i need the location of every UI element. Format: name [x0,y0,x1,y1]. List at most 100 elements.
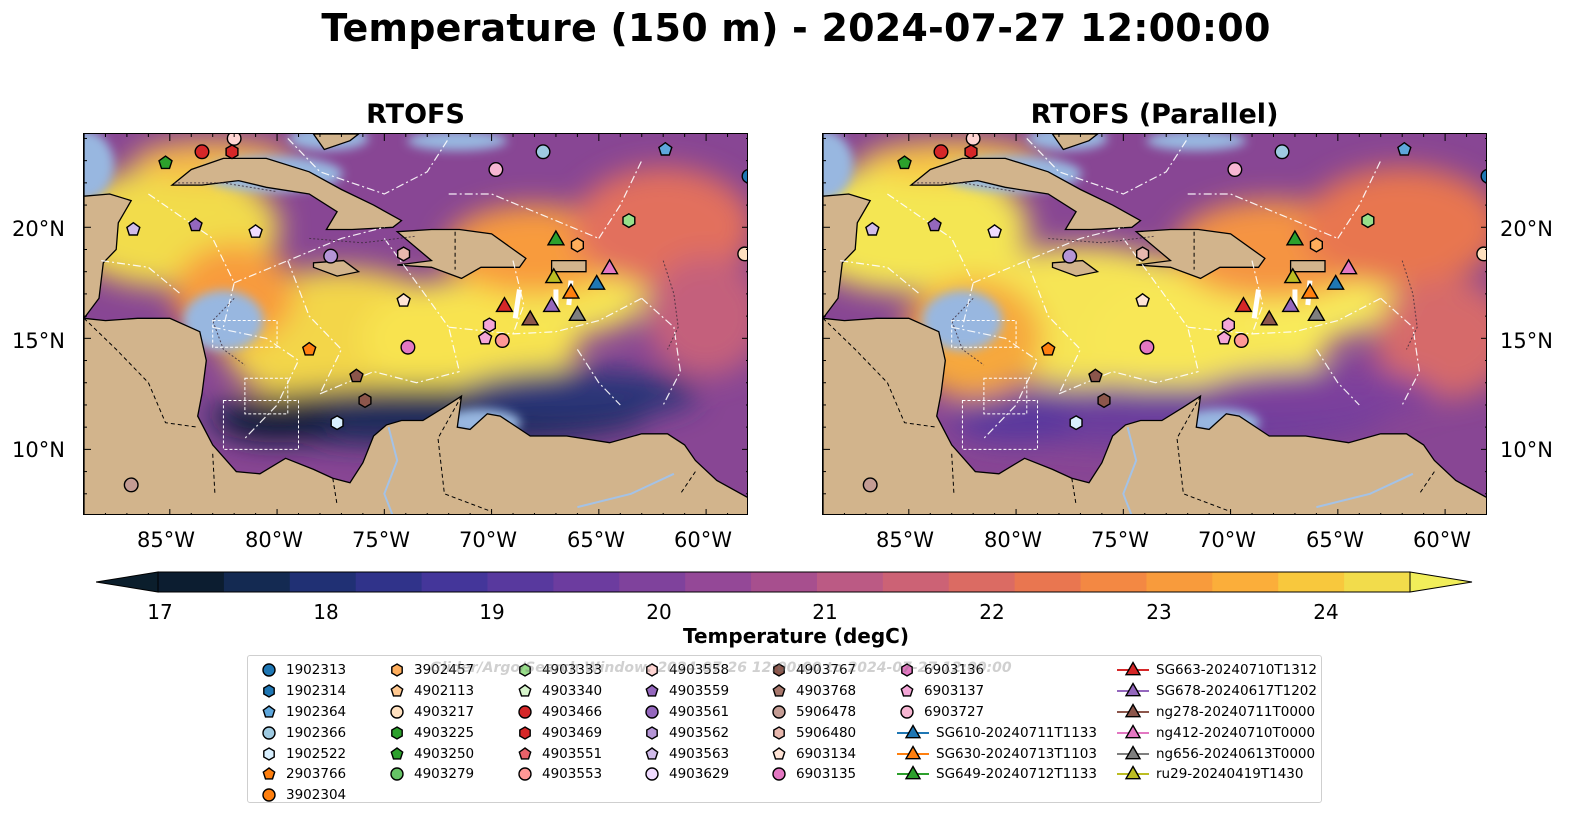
observation-marker[interactable] [400,339,416,355]
observation-marker[interactable] [1285,229,1305,246]
legend-marker[interactable] [263,684,275,698]
legend-item[interactable]: SG630-20240713T1103 [896,743,1097,764]
legend-item[interactable]: SG663-20240710T1312 [1116,660,1317,681]
observation-marker[interactable] [1307,305,1326,322]
observation-marker[interactable] [1221,317,1235,333]
observation-marker[interactable] [488,162,504,178]
legend-item[interactable]: 6903136 [896,660,1097,681]
observation-marker[interactable] [1069,415,1083,431]
observation-marker[interactable] [737,246,748,262]
legend-item[interactable]: 6903135 [768,764,856,785]
observation-marker[interactable] [965,134,981,146]
legend-marker[interactable] [518,746,532,760]
legend-marker[interactable] [900,705,914,719]
legend-item[interactable]: 1902364 [258,702,346,723]
legend-item[interactable]: 1902522 [258,743,346,764]
legend-item[interactable]: 4903551 [514,743,602,764]
legend-item[interactable]: 4903333 [514,660,602,681]
observation-marker[interactable] [358,392,372,409]
observation-marker[interactable] [1361,212,1375,229]
legend-item[interactable]: 4903562 [641,722,729,743]
legend-marker[interactable] [645,746,659,760]
observation-marker[interactable] [1040,341,1056,356]
legend-item[interactable]: 4903340 [514,681,602,702]
observation-marker[interactable] [561,282,581,299]
observation-marker[interactable] [226,134,242,146]
legend-marker[interactable] [519,725,531,740]
legend-marker[interactable] [262,705,276,718]
observation-marker[interactable] [1136,246,1150,262]
legend-item[interactable]: 2903766 [258,764,346,785]
legend-marker[interactable] [518,767,532,782]
observation-marker[interactable] [194,144,210,160]
observation-marker[interactable] [520,309,540,326]
legend-marker[interactable] [646,663,658,678]
observation-marker[interactable] [1274,144,1290,160]
legend-marker[interactable] [772,767,786,782]
legend-marker[interactable] [390,705,404,719]
legend-marker[interactable] [391,725,403,740]
legend-item[interactable]: 4903466 [514,702,602,723]
observation-marker[interactable] [1309,237,1323,253]
legend-marker[interactable] [1124,765,1142,780]
observation-marker[interactable] [225,144,239,160]
legend-marker[interactable] [773,725,785,740]
legend-marker[interactable] [262,663,276,678]
observation-marker[interactable] [1139,339,1155,355]
observation-marker[interactable] [544,267,563,284]
legend-item[interactable]: 4903250 [386,743,474,764]
observation-marker[interactable] [741,168,748,184]
legend-marker[interactable] [262,767,276,780]
legend-item[interactable]: 5906478 [768,702,856,723]
legend-marker[interactable] [391,663,403,678]
observation-marker[interactable] [396,292,411,307]
legend-item[interactable]: SG610-20240711T1133 [896,722,1097,743]
legend-item[interactable]: 3902457 [386,660,474,681]
legend-marker[interactable] [900,684,914,697]
legend-item[interactable]: SG678-20240617T1202 [1116,681,1317,702]
observation-marker[interactable] [1135,292,1150,307]
observation-marker[interactable] [546,229,566,246]
observation-marker[interactable] [301,341,317,356]
observation-marker[interactable] [1259,309,1279,326]
legend-item[interactable]: 4903563 [641,743,729,764]
legend-item[interactable]: 5906480 [768,722,856,743]
observation-marker[interactable] [494,333,510,349]
observation-marker[interactable] [1227,162,1243,178]
legend-item[interactable]: 4903558 [641,660,729,681]
legend-marker[interactable] [773,663,785,678]
legend-marker[interactable] [1124,703,1142,718]
legend-marker[interactable] [518,705,532,719]
legend-item[interactable]: 4903629 [641,764,729,785]
observation-marker[interactable] [126,221,141,236]
legend-item[interactable]: 4903225 [386,722,474,743]
legend-item[interactable]: ru29-20240419T1430 [1116,764,1317,785]
observation-marker[interactable] [1339,258,1358,275]
legend-marker[interactable] [262,726,276,740]
observation-marker[interactable] [897,155,912,170]
observation-marker[interactable] [600,258,619,275]
observation-marker[interactable] [1476,246,1487,262]
observation-marker[interactable] [927,217,942,232]
observation-marker[interactable] [587,274,606,290]
observation-marker[interactable] [1233,333,1249,349]
legend-marker[interactable] [1124,682,1142,697]
observation-marker[interactable] [987,224,1002,238]
legend-marker[interactable] [645,767,659,782]
observation-marker[interactable] [482,317,496,333]
legend-marker[interactable] [390,767,404,782]
observation-marker[interactable] [570,237,584,253]
observation-marker[interactable] [568,305,587,322]
observation-marker[interactable] [1062,248,1078,264]
legend-item[interactable]: 1902313 [258,660,346,681]
legend-marker[interactable] [390,684,404,697]
observation-marker[interactable] [323,248,339,264]
observation-marker[interactable] [1300,282,1320,299]
observation-marker[interactable] [1097,392,1111,409]
legend-marker[interactable] [904,765,922,780]
legend-item[interactable]: 4903768 [768,681,856,702]
legend-marker[interactable] [390,746,404,760]
legend-marker[interactable] [1124,744,1142,759]
legend-item[interactable]: 4903553 [514,764,602,785]
observation-marker[interactable] [1326,274,1345,290]
